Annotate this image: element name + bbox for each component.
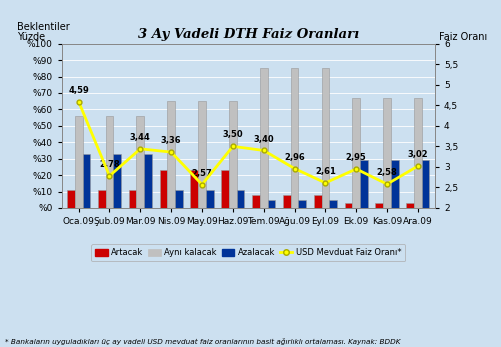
- Bar: [67, 190, 75, 208]
- Text: 2,58: 2,58: [376, 168, 397, 177]
- Bar: [98, 190, 105, 208]
- Bar: [413, 98, 421, 208]
- Text: 3,02: 3,02: [407, 150, 427, 159]
- Bar: [136, 116, 144, 208]
- Bar: [113, 154, 121, 208]
- Bar: [321, 68, 329, 208]
- Legend: Artacak, Aynı kalacak, Azalacak, USD Mevduat Faiz Oranı*: Artacak, Aynı kalacak, Azalacak, USD Mev…: [91, 244, 405, 261]
- Text: 2,95: 2,95: [345, 153, 366, 162]
- Bar: [175, 190, 182, 208]
- Bar: [375, 203, 382, 208]
- Text: Beklentiler: Beklentiler: [17, 22, 70, 32]
- Bar: [228, 101, 236, 208]
- Bar: [221, 170, 228, 208]
- Bar: [298, 200, 306, 208]
- Bar: [359, 160, 367, 208]
- Text: 2,78: 2,78: [99, 160, 120, 169]
- Bar: [159, 170, 167, 208]
- Bar: [252, 195, 260, 208]
- Text: Faiz Oranı: Faiz Oranı: [438, 32, 486, 42]
- Bar: [290, 68, 298, 208]
- Text: 2,57: 2,57: [191, 169, 212, 178]
- Bar: [390, 160, 398, 208]
- Bar: [75, 116, 82, 208]
- Bar: [421, 160, 429, 208]
- Text: 4,59: 4,59: [68, 86, 89, 95]
- Text: * Bankaların uyguladıkları üç ay vadeli USD mevduat faiz oranlarının basit ağırl: * Bankaların uyguladıkları üç ay vadeli …: [5, 338, 400, 345]
- Bar: [352, 98, 359, 208]
- Bar: [382, 98, 390, 208]
- Bar: [344, 203, 352, 208]
- Bar: [198, 101, 205, 208]
- Bar: [260, 68, 267, 208]
- Bar: [267, 200, 275, 208]
- Title: 3 Ay Vadeli DTH Faiz Oranları: 3 Ay Vadeli DTH Faiz Oranları: [137, 28, 358, 41]
- Text: 3,36: 3,36: [160, 136, 181, 145]
- Bar: [105, 116, 113, 208]
- Bar: [190, 170, 198, 208]
- Bar: [129, 190, 136, 208]
- Bar: [405, 203, 413, 208]
- Text: Yüzde: Yüzde: [17, 32, 45, 42]
- Text: 3,44: 3,44: [130, 133, 150, 142]
- Bar: [167, 101, 175, 208]
- Bar: [329, 200, 336, 208]
- Text: 3,40: 3,40: [253, 135, 274, 144]
- Text: 2,61: 2,61: [314, 167, 335, 176]
- Bar: [205, 190, 213, 208]
- Text: 3,50: 3,50: [222, 130, 242, 139]
- Bar: [313, 195, 321, 208]
- Bar: [82, 154, 90, 208]
- Bar: [144, 154, 152, 208]
- Text: 2,96: 2,96: [284, 153, 304, 162]
- Bar: [283, 195, 290, 208]
- Bar: [236, 190, 244, 208]
